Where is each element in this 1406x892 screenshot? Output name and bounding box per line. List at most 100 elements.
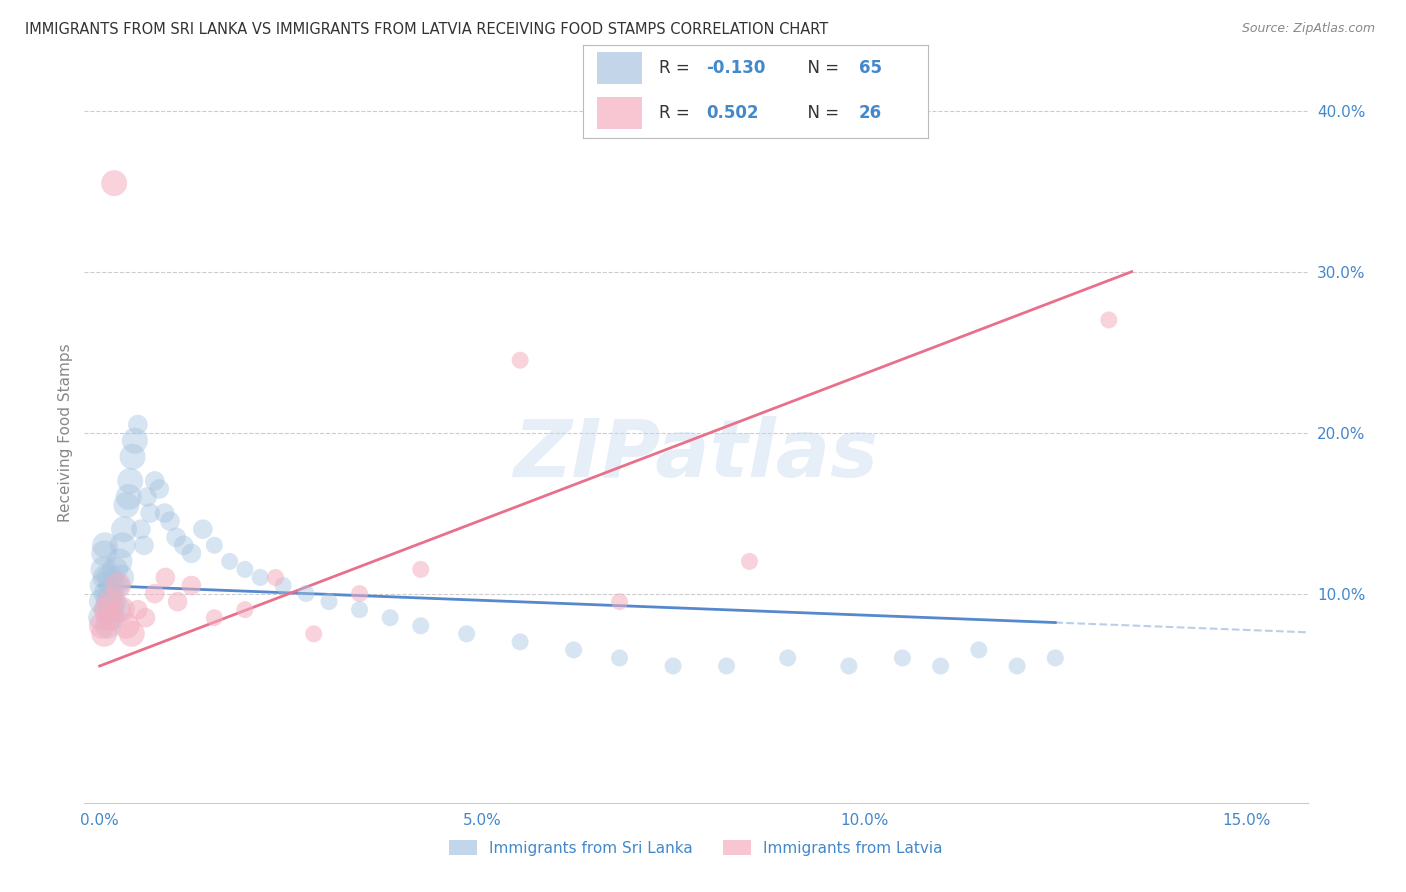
Point	[115, 498, 138, 512]
Point	[101, 610, 124, 624]
Text: N =: N =	[797, 104, 845, 122]
Point	[91, 619, 114, 633]
Point	[132, 538, 155, 552]
Point	[173, 538, 195, 552]
Point	[136, 490, 159, 504]
Point	[107, 602, 129, 616]
Point	[967, 643, 990, 657]
Point	[121, 450, 143, 464]
Point	[716, 659, 738, 673]
Point	[1045, 651, 1067, 665]
Point	[202, 538, 225, 552]
Text: R =: R =	[659, 104, 696, 122]
Point	[143, 586, 166, 600]
Point	[1098, 313, 1121, 327]
Point	[929, 659, 952, 673]
Point	[103, 176, 125, 190]
Point	[409, 562, 432, 576]
Text: 26: 26	[859, 104, 882, 122]
Point	[662, 659, 685, 673]
Point	[233, 602, 256, 616]
Text: R =: R =	[659, 59, 696, 77]
Point	[94, 570, 117, 584]
Point	[91, 594, 114, 608]
Point	[609, 594, 631, 608]
Point	[202, 610, 225, 624]
Point	[609, 651, 631, 665]
Point	[180, 546, 202, 560]
Point	[153, 506, 176, 520]
Point	[111, 538, 134, 552]
Point	[318, 594, 340, 608]
Text: Source: ZipAtlas.com: Source: ZipAtlas.com	[1241, 22, 1375, 36]
Point	[148, 482, 170, 496]
Legend: Immigrants from Sri Lanka, Immigrants from Latvia: Immigrants from Sri Lanka, Immigrants fr…	[443, 834, 949, 862]
Point	[97, 610, 120, 624]
Point	[1005, 659, 1028, 673]
Point	[100, 594, 122, 608]
Point	[180, 578, 202, 592]
Point	[105, 578, 128, 592]
Point	[456, 627, 478, 641]
Point	[166, 594, 188, 608]
Point	[111, 602, 134, 616]
Point	[159, 514, 181, 528]
Point	[143, 474, 166, 488]
Point	[249, 570, 271, 584]
Point	[509, 353, 531, 368]
Point	[107, 578, 129, 592]
Point	[349, 602, 371, 616]
Point	[349, 586, 371, 600]
Point	[233, 562, 256, 576]
Point	[108, 554, 131, 568]
Text: ZIPatlas: ZIPatlas	[513, 416, 879, 494]
Point	[738, 554, 761, 568]
Text: -0.130: -0.130	[706, 59, 765, 77]
Point	[409, 619, 432, 633]
Point	[90, 610, 112, 624]
Point	[104, 562, 127, 576]
Point	[97, 619, 120, 633]
Point	[139, 506, 162, 520]
Point	[100, 602, 122, 616]
Point	[98, 570, 121, 584]
Text: 65: 65	[859, 59, 882, 77]
Point	[98, 586, 121, 600]
Point	[380, 610, 402, 624]
Point	[93, 562, 115, 576]
Point	[838, 659, 860, 673]
Point	[112, 522, 135, 536]
Point	[94, 538, 117, 552]
FancyBboxPatch shape	[598, 52, 643, 84]
Point	[562, 643, 585, 657]
Point	[302, 627, 325, 641]
Point	[96, 602, 118, 616]
Text: N =: N =	[797, 59, 845, 77]
Point	[127, 602, 149, 616]
Point	[124, 434, 146, 448]
Point	[115, 619, 138, 633]
Point	[509, 635, 531, 649]
Point	[121, 627, 143, 641]
Point	[91, 578, 114, 592]
Point	[271, 578, 294, 592]
Point	[96, 602, 118, 616]
Point	[295, 586, 318, 600]
Point	[155, 570, 177, 584]
Point	[97, 594, 120, 608]
Point	[93, 546, 115, 560]
Point	[191, 522, 214, 536]
Point	[118, 490, 141, 504]
Point	[129, 522, 152, 536]
Y-axis label: Receiving Food Stamps: Receiving Food Stamps	[58, 343, 73, 522]
Text: 0.502: 0.502	[706, 104, 758, 122]
Point	[101, 578, 124, 592]
Point	[127, 417, 149, 432]
Point	[135, 610, 157, 624]
Point	[264, 570, 287, 584]
Point	[165, 530, 187, 544]
Point	[110, 570, 132, 584]
Point	[93, 627, 115, 641]
Point	[218, 554, 240, 568]
Point	[120, 474, 142, 488]
